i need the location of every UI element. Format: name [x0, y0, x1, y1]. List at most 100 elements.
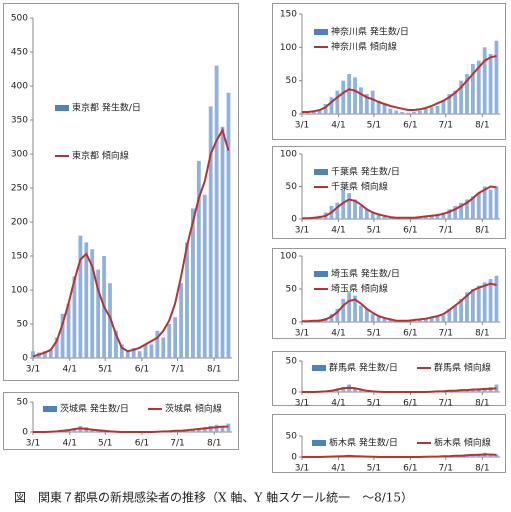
y-tick-label: 0 [291, 453, 297, 463]
bar [476, 285, 481, 322]
bar [476, 60, 481, 114]
bar [60, 313, 65, 358]
bar [226, 423, 231, 432]
x-tick-label: 6/1 [403, 329, 417, 339]
legend-label: 埼玉県 発生数/日 [331, 268, 400, 280]
bar [317, 110, 322, 114]
bar [388, 320, 393, 322]
bar [429, 318, 434, 322]
legend-label: 埼玉県 傾向線 [331, 283, 388, 295]
bar [441, 315, 446, 322]
y-tick-label: 100 [11, 286, 28, 296]
bar [382, 318, 387, 322]
x-tick-label: 4/1 [62, 365, 76, 375]
y-tick-label: 50 [286, 76, 298, 86]
bar [370, 212, 375, 219]
bar [208, 106, 213, 359]
y-tick-label: 50 [286, 285, 298, 295]
bar [84, 242, 89, 358]
bar [417, 110, 422, 114]
bar [447, 308, 452, 322]
bar [382, 215, 387, 219]
y-tick-label: 0 [291, 110, 297, 120]
x-tick-label: 4/1 [331, 464, 345, 474]
bar [341, 387, 346, 392]
x-tick-label: 7/1 [439, 399, 453, 409]
x-tick-label: 7/1 [170, 439, 184, 449]
bar [453, 206, 458, 219]
bar [359, 87, 363, 114]
bar [471, 196, 475, 219]
bar [494, 454, 499, 457]
bar [453, 90, 458, 114]
bar [125, 351, 130, 358]
bar [196, 428, 201, 432]
bar [214, 424, 219, 432]
x-tick-label: 4/1 [331, 226, 345, 236]
bar [329, 97, 334, 114]
x-tick-label: 5/1 [367, 399, 381, 409]
legend-label: 栃木県 傾向線 [434, 437, 491, 449]
x-tick-label: 4/1 [331, 399, 345, 409]
legend-swatch [312, 365, 326, 371]
bar [202, 427, 207, 432]
bar [429, 107, 434, 114]
y-tick-label: 100 [280, 252, 297, 262]
bar [31, 351, 35, 358]
trend-line [302, 55, 497, 113]
bar [459, 298, 463, 322]
y-tick-label: 50 [286, 432, 298, 442]
bar [90, 249, 95, 358]
bar [406, 112, 410, 114]
bar [300, 112, 304, 114]
bar [453, 305, 458, 322]
bar [161, 337, 166, 358]
x-tick-label: 4/1 [331, 329, 345, 339]
panel-frame [272, 3, 506, 140]
bar [143, 344, 148, 358]
bar [347, 74, 352, 114]
bar [429, 215, 434, 219]
y-tick-label: 0 [291, 318, 297, 328]
x-tick-label: 6/1 [403, 226, 417, 236]
y-tick-label: 300 [11, 150, 28, 160]
y-tick-label: 50 [17, 398, 29, 408]
legend-label: 群馬県 発生数/日 [329, 362, 398, 374]
bar [376, 316, 381, 322]
bar [364, 94, 369, 114]
bar [179, 283, 183, 358]
bar [353, 295, 357, 322]
bar [341, 189, 346, 219]
panel-frame [272, 248, 506, 339]
bar [96, 430, 101, 432]
bar [447, 94, 452, 114]
bar [441, 100, 446, 114]
bar [42, 351, 47, 358]
x-tick-label: 8/1 [207, 439, 221, 449]
bar [435, 106, 440, 114]
bar [191, 208, 195, 358]
panel-frame [272, 351, 506, 406]
bar [220, 126, 225, 358]
legend-label: 栃木県 発生数/日 [329, 437, 398, 449]
bar [114, 330, 118, 358]
bar [323, 104, 328, 114]
bar [359, 390, 363, 392]
trend-line [302, 185, 497, 220]
x-tick-label: 7/1 [439, 464, 453, 474]
bar [471, 64, 475, 114]
panel-frame [3, 392, 239, 450]
bar [359, 206, 363, 219]
legend-label: 千葉県 傾向線 [331, 181, 388, 193]
bar [459, 202, 463, 219]
x-tick-label: 6/1 [135, 365, 149, 375]
bar [214, 65, 219, 358]
bar [364, 308, 369, 322]
bar [90, 429, 95, 432]
caption: 図 関東７都県の新規感染者の推移（X 軸、Y 軸スケール統一 ～8/15） [14, 490, 413, 505]
bar [353, 388, 357, 392]
trend-line [32, 127, 230, 358]
x-tick-label: 5/1 [98, 365, 112, 375]
bar [347, 193, 352, 219]
y-tick-label: 0 [291, 215, 297, 225]
